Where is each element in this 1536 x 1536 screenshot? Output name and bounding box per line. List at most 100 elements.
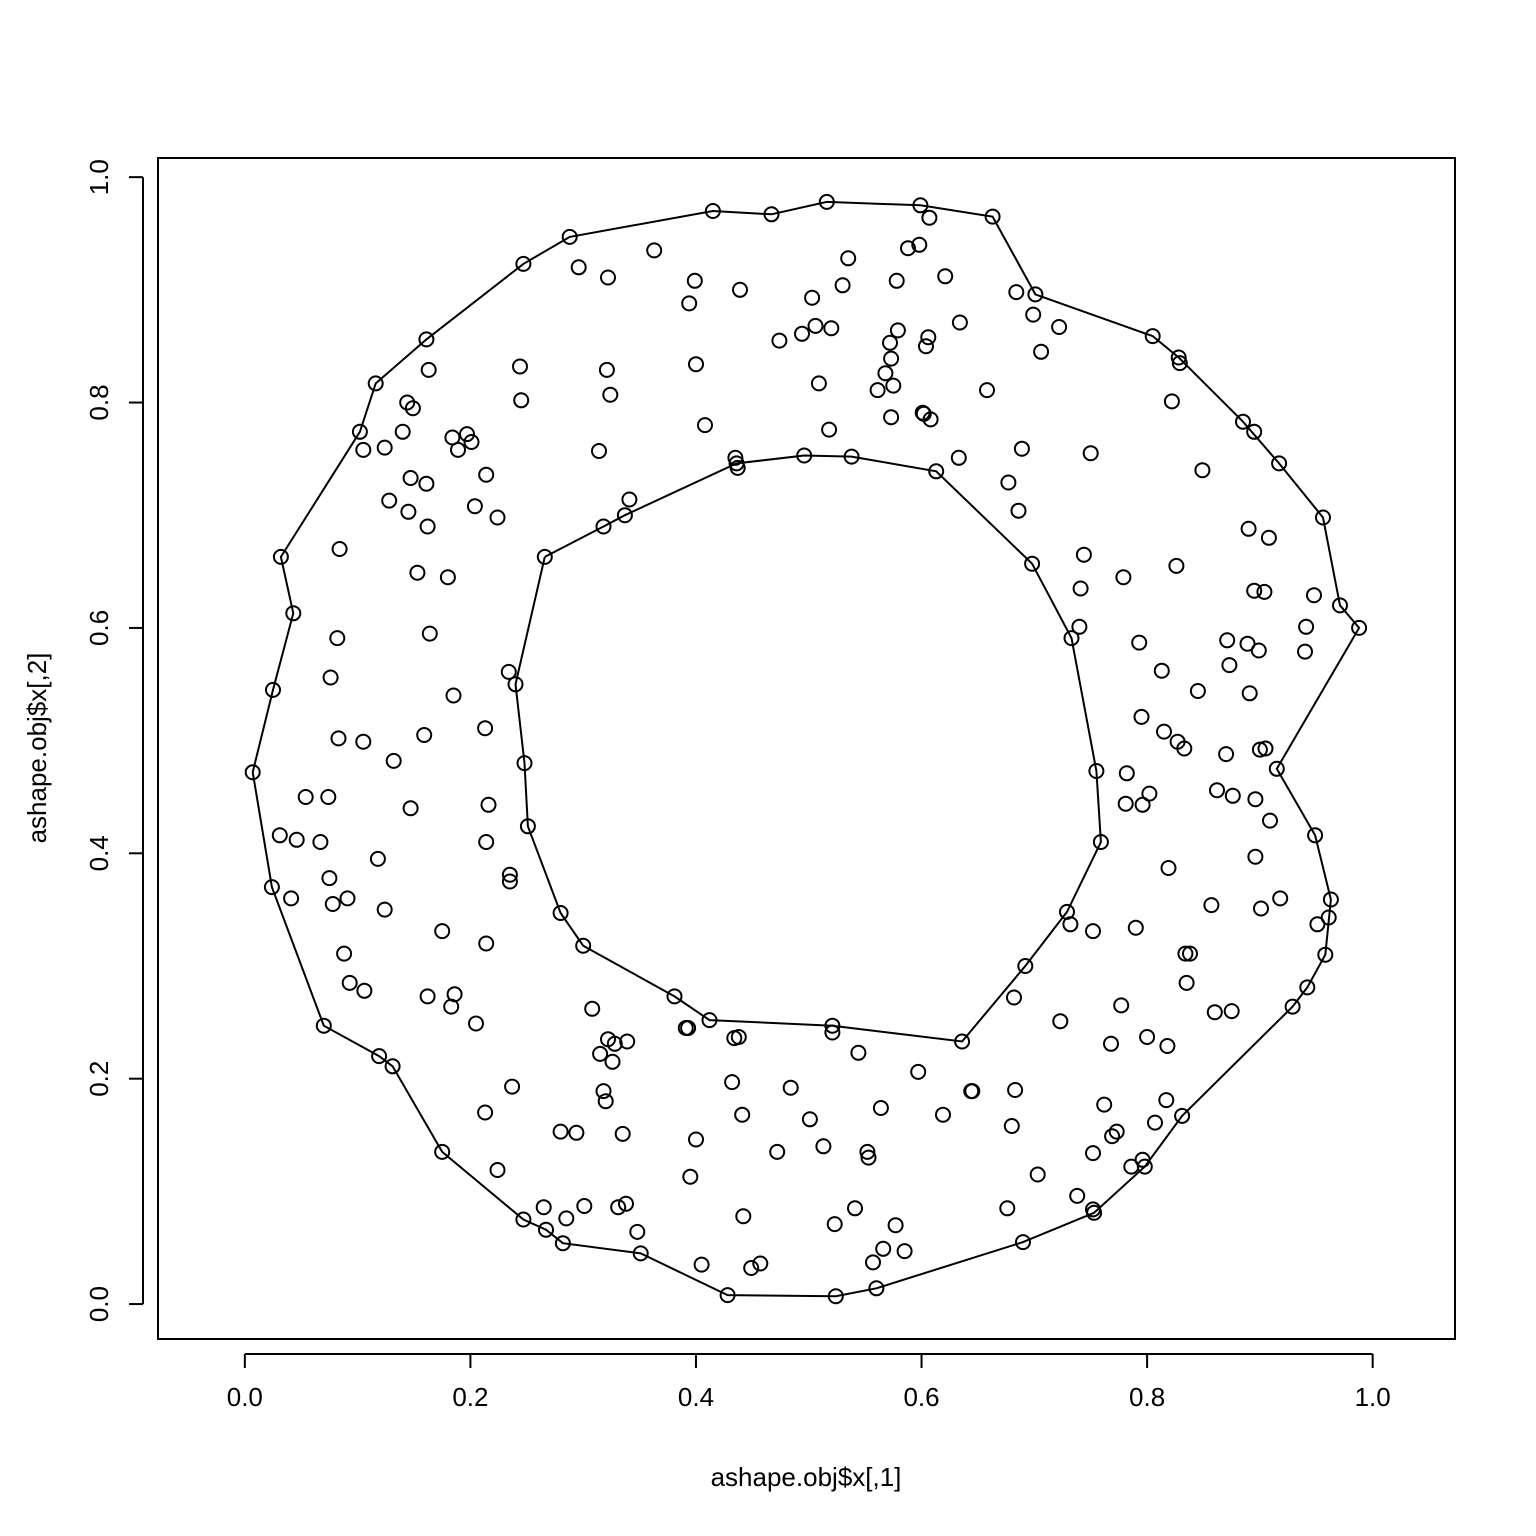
data-point [244, 764, 261, 781]
data-point [265, 681, 281, 698]
data-point [507, 676, 524, 693]
data-point [602, 386, 619, 403]
data-point [1221, 657, 1238, 674]
data-point [1241, 685, 1258, 702]
data-point [1158, 1092, 1175, 1109]
data-point [515, 1211, 532, 1228]
data-point [1163, 393, 1180, 410]
data-point [827, 1288, 844, 1305]
data-point [865, 1254, 881, 1271]
data-point [331, 541, 348, 557]
data-point [796, 447, 813, 464]
x-tick-label: 0.8 [1129, 1382, 1165, 1412]
data-point [682, 1168, 699, 1185]
data-point [570, 259, 587, 276]
y-tick-label: 0.4 [84, 835, 114, 871]
data-point [1170, 349, 1187, 366]
data-point [450, 441, 466, 458]
data-point [315, 1017, 332, 1034]
data-point [732, 281, 748, 298]
data-point [1007, 1082, 1024, 1098]
data-point [1082, 445, 1099, 462]
data-point [875, 1240, 892, 1257]
data-point [1247, 791, 1264, 808]
data-point [1168, 557, 1185, 574]
data-point [1284, 998, 1301, 1015]
data-point [1297, 643, 1313, 660]
data-point [1224, 787, 1241, 804]
x-axis: 0.0 0.2 0.4 0.6 0.8 1.0 [227, 1353, 1391, 1412]
data-point [928, 463, 945, 480]
data-point [697, 417, 713, 434]
data-point [1006, 989, 1022, 1006]
data-point [1086, 1204, 1103, 1221]
data-point [376, 439, 393, 456]
data-point [834, 277, 851, 294]
data-point [680, 1020, 697, 1036]
data-point [535, 1199, 552, 1216]
data-point [719, 1287, 736, 1304]
data-point [1052, 1013, 1069, 1030]
data-point [384, 1058, 401, 1075]
data-point [500, 663, 517, 680]
data-point [619, 1033, 636, 1050]
data-point [979, 382, 995, 399]
data-point [477, 1104, 494, 1121]
data-point [824, 1017, 841, 1034]
data-point [801, 1111, 818, 1128]
data-point [416, 727, 433, 743]
data-point [1133, 708, 1150, 725]
data-point [1062, 916, 1079, 933]
data-point [1029, 1166, 1046, 1183]
data-point [369, 850, 386, 867]
data-point [1088, 763, 1105, 779]
data-point [1250, 642, 1267, 659]
data-point [367, 375, 384, 392]
data-point [1268, 760, 1285, 777]
data-point [1085, 923, 1101, 940]
data-point [399, 394, 416, 411]
data-point [724, 1074, 741, 1091]
data-point [381, 492, 398, 509]
data-point [419, 988, 436, 1005]
data-point [1194, 462, 1211, 479]
data-point [1139, 1029, 1156, 1045]
data-point [681, 295, 698, 312]
data-point [445, 687, 462, 704]
y-tick-label: 0.2 [84, 1061, 114, 1097]
data-point [321, 870, 338, 887]
data-point [688, 1131, 704, 1148]
data-point [515, 255, 532, 272]
data-point [598, 361, 615, 378]
data-point [1351, 619, 1368, 636]
data-point [1256, 583, 1273, 600]
data-point [629, 1223, 646, 1240]
data-point [1307, 827, 1324, 844]
data-point [1332, 597, 1348, 614]
data-point [1071, 618, 1088, 635]
data-point [519, 818, 536, 835]
y-tick-label: 0.6 [84, 610, 114, 646]
data-point [743, 1260, 760, 1276]
data-point [1069, 1187, 1086, 1204]
data-point [418, 475, 435, 492]
data-point [400, 503, 417, 520]
y-tick-label: 0.8 [84, 384, 114, 420]
data-point [341, 974, 358, 991]
data-point [489, 509, 506, 526]
y-axis: 0.0 0.2 0.4 0.6 0.8 1.0 [84, 159, 144, 1322]
data-point [1141, 785, 1158, 802]
data-point [446, 986, 463, 1003]
x-axis-label: ashape.obj$x[,1] [711, 1462, 902, 1492]
data-point [478, 935, 495, 952]
data-point [1218, 746, 1235, 763]
data-point [1176, 740, 1193, 757]
data-point [1240, 520, 1257, 537]
data-point [826, 1216, 843, 1233]
data-point [1000, 474, 1017, 491]
data-point [504, 1078, 521, 1095]
data-point [271, 827, 288, 844]
data-point [1072, 580, 1089, 597]
data-point [1075, 546, 1092, 563]
data-point [463, 434, 480, 450]
